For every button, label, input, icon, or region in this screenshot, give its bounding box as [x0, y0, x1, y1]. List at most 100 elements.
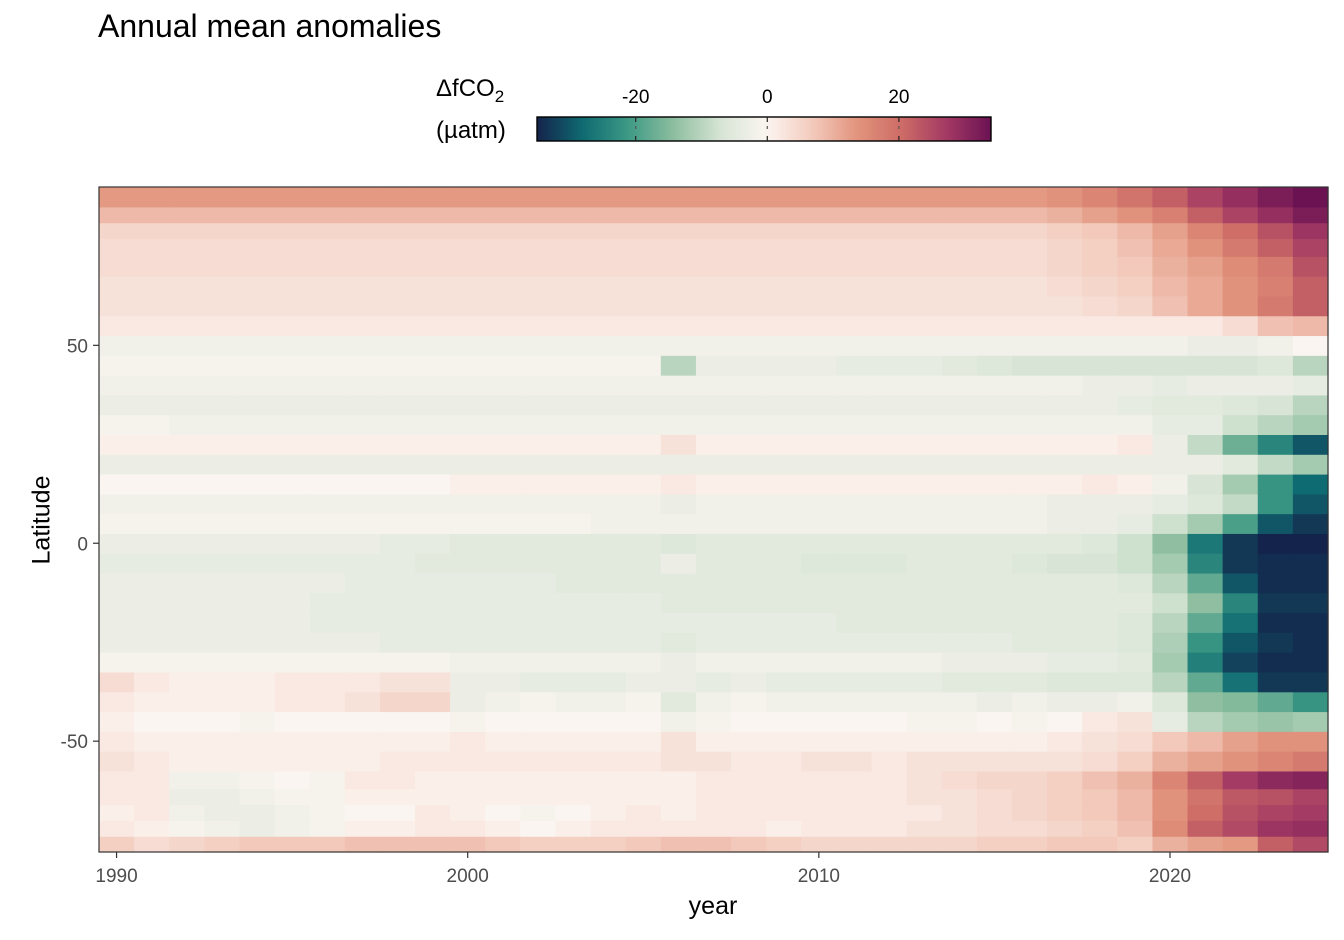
- heatmap-cell: [134, 434, 170, 455]
- heatmap-cell: [836, 553, 873, 574]
- heatmap-cell: [801, 553, 837, 574]
- heatmap-cell: [1222, 691, 1259, 713]
- heatmap-cell: [1047, 788, 1083, 806]
- heatmap-cell: [204, 632, 241, 653]
- heatmap-cell: [906, 632, 943, 653]
- heatmap-cell: [1011, 276, 1048, 297]
- heatmap-cell: [204, 751, 241, 772]
- heatmap-cell: [766, 187, 802, 208]
- heatmap-cell: [1257, 836, 1294, 853]
- heatmap-cell: [695, 222, 732, 240]
- heatmap-cell: [1047, 295, 1083, 317]
- heatmap-cell: [625, 473, 662, 495]
- heatmap-cell: [204, 572, 241, 594]
- heatmap-cell: [695, 691, 732, 713]
- heatmap-cell: [1047, 454, 1083, 475]
- heatmap-cell: [1292, 335, 1329, 356]
- heatmap-cell: [555, 276, 592, 297]
- heatmap-cell: [1117, 711, 1154, 732]
- heatmap-cell: [485, 414, 521, 435]
- heatmap-cell: [169, 770, 205, 790]
- heatmap-cell: [379, 751, 416, 772]
- heatmap-cell: [590, 222, 627, 240]
- heatmap-cell: [1082, 206, 1118, 224]
- heatmap-cell: [731, 731, 767, 752]
- heatmap-cell: [625, 751, 662, 772]
- heatmap-cell: [836, 632, 873, 653]
- heatmap-cell: [1011, 533, 1048, 554]
- heatmap-cell: [695, 671, 732, 693]
- heatmap-cell: [1257, 652, 1294, 673]
- heatmap-cell: [450, 394, 486, 416]
- heatmap-cell: [941, 592, 978, 614]
- heatmap-cell: [801, 836, 837, 853]
- heatmap-cell: [871, 612, 908, 633]
- heatmap-cell: [625, 222, 662, 240]
- heatmap-cell: [1292, 751, 1329, 772]
- heatmap-cell: [625, 592, 662, 614]
- heatmap-cell: [1292, 222, 1329, 240]
- heatmap-cell: [941, 513, 978, 534]
- heatmap-cell: [976, 473, 1013, 495]
- heatmap-cell: [309, 770, 346, 790]
- colorbar-gradient: [536, 116, 992, 142]
- heatmap-cell: [1011, 434, 1048, 455]
- heatmap-cell: [99, 187, 135, 208]
- heatmap-cell: [344, 820, 381, 837]
- heatmap-cell: [1047, 671, 1083, 693]
- heatmap-cell: [1152, 804, 1189, 821]
- heatmap-cell: [309, 414, 346, 435]
- heatmap-cell: [1292, 691, 1329, 713]
- heatmap-cell: [1117, 612, 1154, 633]
- heatmap-cell: [239, 256, 276, 277]
- heatmap-cell: [134, 375, 170, 396]
- heatmap-cell: [1152, 671, 1189, 693]
- heatmap-cell: [836, 804, 873, 821]
- heatmap-cell: [731, 592, 767, 614]
- heatmap-cell: [1292, 711, 1329, 732]
- heatmap-cell: [941, 632, 978, 653]
- heatmap-cell: [801, 770, 837, 790]
- heatmap-cell: [344, 454, 381, 475]
- heatmap-cell: [555, 394, 592, 416]
- heatmap-cell: [1187, 836, 1224, 853]
- heatmap-cell: [1117, 751, 1154, 772]
- heatmap-cell: [309, 711, 346, 732]
- heatmap-cell: [695, 295, 732, 317]
- heatmap-cell: [520, 256, 557, 277]
- heatmap-cell: [520, 731, 557, 752]
- heatmap-cell: [731, 804, 767, 821]
- heatmap-cell: [309, 238, 346, 257]
- heatmap-cell: [941, 711, 978, 732]
- heatmap-cell: [274, 770, 311, 790]
- heatmap-cell: [660, 788, 697, 806]
- heatmap-cell: [871, 414, 908, 435]
- heatmap-cell: [204, 315, 241, 337]
- heatmap-cell: [1152, 788, 1189, 806]
- heatmap-cell: [169, 434, 205, 455]
- heatmap-cell: [766, 836, 802, 853]
- heatmap-cell: [871, 375, 908, 396]
- heatmap-cell: [1187, 315, 1224, 337]
- heatmap-cell: [1047, 632, 1083, 653]
- heatmap-cell: [766, 572, 802, 594]
- heatmap-cell: [274, 222, 311, 240]
- heatmap-cell: [801, 711, 837, 732]
- heatmap-cell: [274, 295, 311, 317]
- heatmap-cell: [1082, 533, 1118, 554]
- heatmap-cell: [485, 256, 521, 277]
- heatmap-cell: [134, 394, 170, 416]
- heatmap-cell: [415, 652, 451, 673]
- heatmap-cell: [590, 238, 627, 257]
- heatmap-cell: [590, 187, 627, 208]
- heatmap-cell: [1047, 691, 1083, 713]
- heatmap-cell: [169, 751, 205, 772]
- heatmap-cell: [731, 711, 767, 732]
- heatmap-cell: [590, 335, 627, 356]
- heatmap-cell: [625, 731, 662, 752]
- heatmap-cell: [871, 632, 908, 653]
- heatmap-cell: [1152, 820, 1189, 837]
- heatmap-cell: [766, 375, 802, 396]
- heatmap-cell: [1117, 473, 1154, 495]
- heatmap-cell: [134, 414, 170, 435]
